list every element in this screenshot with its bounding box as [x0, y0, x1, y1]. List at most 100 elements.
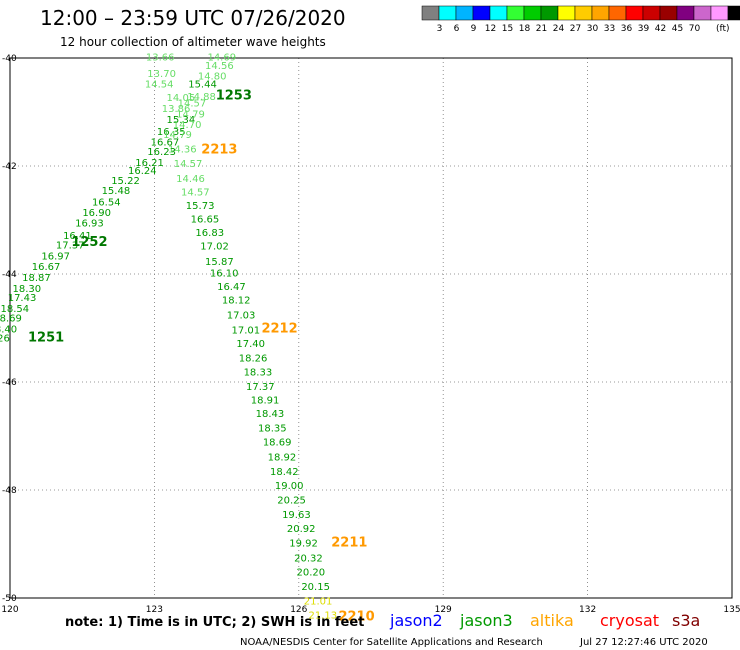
track-number: 2213: [201, 143, 237, 158]
colorbar-label: 36: [621, 24, 633, 34]
wave-height-value: 17.26: [0, 334, 10, 345]
wave-height-value: 17.37: [56, 241, 85, 252]
wave-height-value: 16.65: [191, 215, 220, 226]
colorbar-swatch: [693, 5, 712, 21]
wave-height-value: 15.44: [188, 80, 217, 91]
wave-height-value: 21.01: [304, 596, 333, 607]
colorbar-label: 30: [587, 24, 599, 34]
footer-timestamp: Jul 27 12:27:46 UTC 2020: [579, 637, 708, 648]
wave-height-value: 13.86: [162, 104, 191, 115]
wave-height-value: 16.67: [151, 137, 180, 148]
wave-height-value: 18.92: [268, 452, 297, 463]
colorbar-swatch: [472, 5, 491, 21]
colorbar-label: 70: [689, 24, 701, 34]
y-tick-label: -42: [2, 162, 17, 172]
wave-height-value: 20.32: [294, 553, 323, 564]
y-tick-label: -46: [2, 378, 17, 388]
wave-height-value: 14.57: [181, 188, 210, 199]
wave-height-value: 14.80: [198, 72, 227, 83]
wave-height-value: 18.43: [256, 409, 285, 420]
wave-height-value: 14.70: [173, 120, 202, 131]
wave-height-value: 20.25: [277, 496, 306, 507]
wave-height-value: 14.57: [174, 159, 203, 170]
wave-height-value: 17.02: [200, 242, 229, 253]
wave-height-value: 14.54: [145, 80, 174, 91]
track-number: 2211: [331, 536, 367, 551]
page-subtitle: 12 hour collection of altimeter wave hei…: [60, 35, 326, 49]
page-title: 12:00 – 23:59 UTC 07/26/2020: [40, 6, 346, 30]
x-tick-label: 126: [290, 605, 307, 615]
wave-height-value: 18.40: [0, 324, 17, 335]
map-grid: [10, 58, 732, 598]
x-tick-label: 123: [146, 605, 163, 615]
wave-height-value: 13.70: [147, 69, 176, 80]
colorbar-unit: (ft): [716, 24, 730, 34]
x-tick-label: 132: [579, 605, 596, 615]
wave-height-value: 21.13: [309, 611, 338, 622]
wave-height-value: 15.34: [167, 115, 196, 126]
track-number: 1253: [216, 89, 252, 104]
satellite-legend-item: jason3: [459, 611, 513, 630]
colorbar-swatch: [659, 5, 678, 21]
colorbar-swatch: [727, 5, 740, 21]
satellite-legend: jason2 jason3 altika cryosat s3a: [389, 611, 700, 630]
y-tick-label: -48: [2, 486, 17, 496]
colorbar-label: 27: [570, 24, 581, 34]
colorbar-swatch: [523, 5, 542, 21]
colorbar-swatch: [438, 5, 457, 21]
satellite-legend-item: jason2: [389, 611, 443, 630]
wave-height-value: 17.01: [232, 325, 261, 336]
satellite-legend-item: cryosat: [600, 611, 659, 630]
wave-height-value: 19.63: [282, 510, 311, 521]
wave-height-value: 14.79: [176, 109, 205, 120]
colorbar-label: 21: [536, 24, 547, 34]
wave-height-value: 18.12: [222, 296, 251, 307]
colorbar-label: 45: [672, 24, 683, 34]
y-axis-ticks: -40 -42 -44 -46 -48 -50: [2, 54, 17, 604]
colorbar-swatch: [506, 5, 525, 21]
legend-note: note: 1) Time is in UTC; 2) SWH is in fe…: [65, 615, 364, 630]
colorbar-label: 3: [437, 24, 443, 34]
wave-height-value: 16.93: [75, 218, 104, 229]
wave-height-value: 18.69: [0, 314, 22, 325]
wave-height-value: 16.90: [82, 208, 111, 219]
colorbar-swatch: [642, 5, 661, 21]
wave-height-value: 16.23: [147, 147, 176, 158]
wave-height-value: 14.57: [178, 99, 207, 110]
colorbar-swatch: [421, 5, 440, 21]
satellite-legend-item: s3a: [672, 611, 700, 630]
wave-height-value: 14.79: [163, 130, 192, 141]
wave-height-value: 16.47: [217, 282, 246, 293]
wave-height-value: 14.69: [207, 53, 236, 64]
colorbar-swatch: [455, 5, 474, 21]
wave-height-value: 18.26: [239, 353, 268, 364]
wave-height-value: 16.35: [157, 127, 186, 138]
wave-height-value: 14.88: [187, 92, 216, 103]
wave-height-value: 16.24: [128, 166, 157, 177]
wave-height-value: 18.35: [258, 424, 287, 435]
wave-height-value: 17.03: [227, 310, 256, 321]
wave-height-value: 20.92: [287, 524, 316, 535]
colorbar-label: 33: [604, 24, 615, 34]
wave-height-value: 18.42: [270, 467, 299, 478]
wave-height-value: 18.54: [0, 304, 29, 315]
colorbar-swatch: [540, 5, 559, 21]
wave-height-value: 14.36: [168, 145, 197, 156]
wave-height-value: 16.83: [195, 228, 224, 239]
colorbar-swatch: [608, 5, 627, 21]
wave-height-value: 20.20: [297, 567, 326, 578]
colorbar-swatch: [591, 5, 610, 21]
colorbar-swatch: [625, 5, 644, 21]
wave-height-value: 19.00: [275, 481, 304, 492]
x-tick-label: 120: [1, 605, 18, 615]
track-labels: 1253 2213 1252 1251 2212 2211 2210: [28, 89, 375, 625]
y-tick-label: -40: [2, 54, 17, 64]
wave-height-value: 17.37: [246, 382, 275, 393]
wave-height-value: 17.43: [8, 293, 37, 304]
wave-height-value: 14.56: [205, 61, 234, 72]
wave-height-value: 15.48: [102, 186, 131, 197]
wave-height-value: 20.15: [301, 582, 330, 593]
colorbar-label: 12: [485, 24, 496, 34]
